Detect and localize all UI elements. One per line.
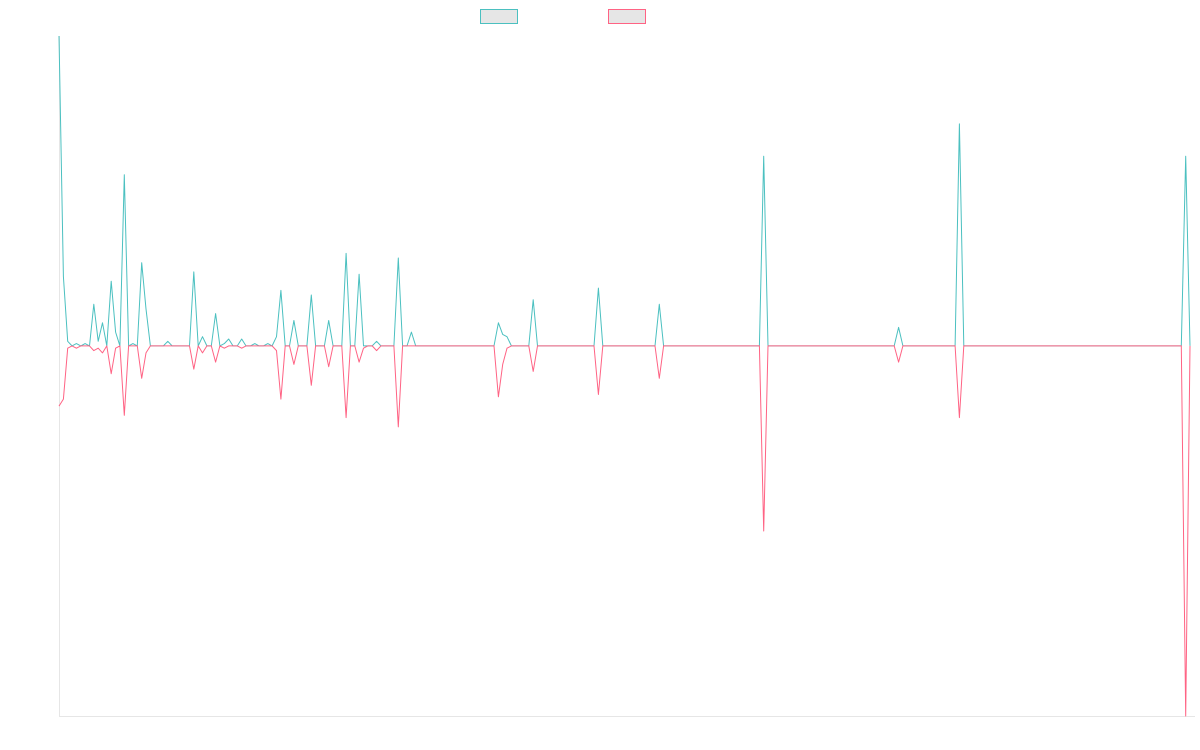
legend-item-series-1[interactable] xyxy=(480,9,524,24)
series-line-1[interactable] xyxy=(58,35,1191,347)
series-line-2[interactable] xyxy=(58,345,1191,717)
series-layer xyxy=(58,35,1191,717)
chart-legend xyxy=(480,9,652,24)
legend-swatch-series-2 xyxy=(608,9,646,24)
legend-swatch-series-1 xyxy=(480,9,518,24)
legend-item-series-2[interactable] xyxy=(608,9,652,24)
